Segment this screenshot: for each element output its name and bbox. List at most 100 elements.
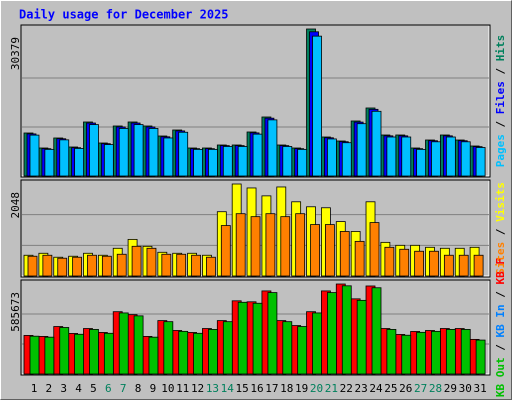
bar (163, 321, 174, 375)
bar (44, 148, 55, 177)
bar (148, 336, 159, 375)
bar (208, 329, 218, 375)
x-tick-label: 20 (310, 382, 323, 395)
x-tick-label: 12 (191, 382, 204, 395)
x-tick-label: 14 (221, 382, 235, 395)
bar (87, 254, 97, 277)
legend-entry: KB F (494, 258, 507, 285)
bar (282, 146, 293, 177)
legend-separator: / (494, 61, 507, 81)
bar (133, 124, 144, 177)
x-tick-label: 15 (236, 382, 249, 395)
legend-separator: / (494, 114, 507, 134)
x-tick-label: 9 (150, 382, 157, 395)
bar (29, 335, 40, 375)
bar (341, 142, 352, 177)
x-tick-label: 30 (459, 382, 472, 395)
x-tick-label: 24 (369, 382, 383, 395)
bar (178, 131, 189, 177)
x-tick-label: 11 (176, 382, 189, 395)
bar (356, 123, 367, 177)
x-tick-label: 21 (325, 382, 338, 395)
legend-entry: Pages (494, 134, 507, 167)
bar (310, 224, 320, 277)
x-tick-label: 7 (120, 382, 127, 395)
bar (458, 254, 469, 277)
bar (416, 148, 427, 177)
bar (59, 327, 70, 375)
x-tick-label: 29 (444, 382, 457, 395)
bar (282, 321, 293, 375)
bar (267, 119, 278, 177)
legend: Sites / Visits (494, 182, 507, 275)
x-tick-label: 5 (90, 382, 97, 395)
bar (341, 285, 352, 375)
x-tick-label: 2 (46, 382, 53, 395)
x-tick-label: 16 (250, 382, 263, 395)
bar (280, 216, 291, 277)
bar (133, 315, 144, 375)
bar (89, 329, 99, 375)
x-tick-label: 1 (31, 382, 38, 395)
y-tick-label: 585673 (9, 292, 22, 332)
bar (297, 148, 308, 177)
bar (401, 334, 412, 375)
bar (131, 245, 142, 277)
bar (326, 138, 337, 177)
bar (116, 253, 127, 277)
bar (460, 141, 471, 177)
x-tick-label: 6 (105, 382, 112, 395)
bar (431, 330, 441, 375)
y-tick-label: 2048 (9, 192, 22, 219)
bar (191, 254, 201, 277)
bar (386, 136, 397, 177)
bar (371, 287, 382, 375)
bar (460, 329, 471, 375)
bar (103, 332, 114, 375)
legend-entry: KB Out (494, 357, 507, 397)
bar (118, 128, 129, 177)
bar (176, 253, 187, 277)
x-tick-label: 8 (135, 382, 142, 395)
bar (27, 255, 38, 277)
bar (384, 246, 395, 277)
bar (386, 329, 397, 375)
bar (146, 247, 157, 277)
bar (429, 250, 439, 277)
bar (89, 124, 99, 177)
bar (399, 248, 410, 277)
legend: KB Out / KB In / KB F (494, 258, 507, 397)
y-tick-label: 30379 (9, 37, 22, 70)
legend: Pages / Files / Hits (494, 35, 507, 168)
legend-entry: Hits (494, 35, 507, 62)
x-tick-label: 10 (161, 382, 174, 395)
bar (235, 213, 246, 277)
bar (265, 213, 276, 277)
bar (356, 299, 367, 375)
bar (297, 326, 308, 375)
bar (72, 256, 83, 277)
legend-entry: Files (494, 81, 507, 114)
x-tick-label: 31 (473, 382, 486, 395)
bar (401, 136, 412, 177)
bar (416, 331, 427, 375)
bar (312, 312, 322, 375)
bar (431, 141, 441, 177)
legend-entry: Visits (494, 182, 507, 222)
bar (369, 222, 380, 277)
bar (148, 128, 159, 177)
bar (252, 133, 263, 177)
bar (222, 321, 233, 375)
legend-separator: / (494, 222, 507, 242)
legend-entry: KB In (494, 304, 507, 337)
x-tick-label: 3 (60, 382, 67, 395)
x-tick-label: 27 (414, 382, 427, 395)
bar (57, 257, 68, 277)
bar (42, 254, 53, 277)
x-tick-label: 13 (206, 382, 219, 395)
legend-separator: / (494, 284, 507, 304)
x-tick-label: 28 (429, 382, 442, 395)
x-tick-label: 19 (295, 382, 308, 395)
